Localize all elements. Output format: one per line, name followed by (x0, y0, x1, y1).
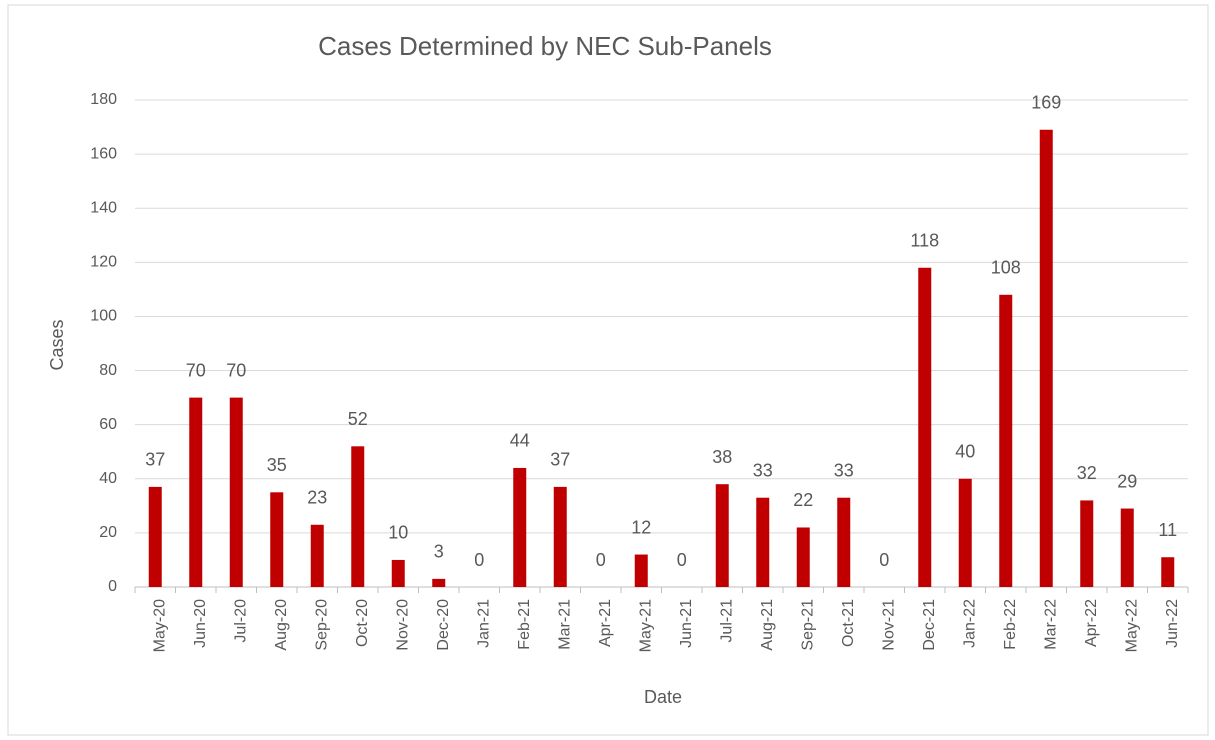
data-label: 70 (186, 360, 206, 380)
data-label: 11 (1158, 520, 1177, 540)
data-label: 10 (388, 523, 408, 543)
y-tick-label: 0 (108, 578, 117, 595)
bar (796, 527, 810, 587)
data-label: 0 (879, 550, 889, 570)
y-tick-label: 180 (90, 91, 117, 108)
x-axis-label: Date (644, 687, 682, 707)
x-tick-label: Dec-21 (921, 599, 938, 651)
y-axis-label: Cases (47, 319, 67, 370)
data-label: 38 (712, 447, 732, 467)
x-tick-label: Feb-22 (1002, 599, 1019, 650)
data-label: 52 (348, 409, 368, 429)
x-tick-label: Dec-20 (435, 599, 452, 651)
bar (958, 478, 972, 587)
y-tick-label: 120 (90, 254, 117, 271)
y-tick-label: 20 (99, 524, 117, 541)
data-label: 37 (145, 450, 165, 470)
y-tick-label: 160 (90, 145, 117, 162)
bar (310, 524, 324, 587)
x-tick-label: Jun-22 (1164, 599, 1181, 648)
data-label: 0 (474, 550, 484, 570)
data-label: 108 (991, 258, 1021, 278)
x-tick-label: Nov-21 (880, 599, 897, 651)
data-label: 169 (1031, 93, 1061, 113)
x-tick-label: May-20 (151, 599, 168, 652)
data-label: 0 (596, 550, 606, 570)
y-tick-label: 80 (99, 362, 117, 379)
chart-title: Cases Determined by NEC Sub-Panels (318, 31, 772, 61)
data-label: 23 (307, 488, 327, 508)
x-tick-label: Sep-20 (313, 599, 330, 651)
x-tick-label: Oct-21 (840, 599, 857, 647)
bar (513, 467, 527, 587)
data-label: 37 (550, 450, 570, 470)
bar (148, 486, 162, 587)
bar (1161, 557, 1175, 587)
bar (391, 559, 405, 587)
x-tick-label: Apr-22 (1083, 599, 1100, 647)
x-tick-label: Oct-20 (354, 599, 371, 647)
x-tick-label: Jul-21 (718, 599, 735, 643)
x-tick-label: May-21 (637, 599, 654, 652)
bar (432, 578, 446, 587)
bar (837, 497, 851, 587)
x-tick-label: Jul-20 (232, 599, 249, 643)
x-tick-label: Aug-21 (759, 599, 776, 651)
x-tick-label: Mar-21 (556, 599, 573, 650)
bar (553, 486, 567, 587)
bar (351, 446, 365, 587)
x-tick-label: May-22 (1123, 599, 1140, 652)
bar (1120, 508, 1134, 587)
data-label: 70 (226, 360, 246, 380)
data-label: 12 (631, 517, 651, 537)
bar (756, 497, 770, 587)
data-label: 3 (434, 542, 444, 562)
x-tick-label: Jun-21 (678, 599, 695, 648)
x-tick-label: Mar-22 (1042, 599, 1059, 650)
x-tick-label: Jan-22 (961, 599, 978, 648)
bar (270, 492, 284, 587)
bar (189, 397, 203, 587)
data-label: 35 (267, 455, 287, 475)
x-tick-label: Aug-20 (273, 599, 290, 651)
data-label: 118 (910, 230, 939, 250)
x-tick-label: Feb-21 (516, 599, 533, 650)
data-label: 33 (753, 460, 773, 480)
bar (634, 554, 648, 587)
y-tick-label: 40 (99, 470, 117, 487)
y-tick-label: 60 (99, 416, 117, 433)
data-label: 29 (1117, 471, 1137, 491)
y-tick-label: 140 (90, 199, 117, 216)
bar (918, 267, 932, 587)
x-tick-label: Jan-21 (475, 599, 492, 648)
y-tick-label: 100 (90, 308, 117, 325)
bar (999, 294, 1013, 587)
x-tick-label: Sep-21 (799, 599, 816, 651)
bar (229, 397, 243, 587)
bar (715, 484, 729, 587)
data-label: 0 (677, 550, 687, 570)
x-tick-label: Jun-20 (192, 599, 209, 648)
data-label: 44 (510, 431, 530, 451)
data-label: 33 (834, 460, 854, 480)
data-label: 32 (1077, 463, 1097, 483)
x-tick-label: Apr-21 (597, 599, 614, 647)
bar (1039, 129, 1053, 587)
data-label: 40 (955, 442, 975, 462)
x-tick-label: Nov-20 (394, 599, 411, 651)
data-label: 22 (793, 490, 813, 510)
bar (1080, 500, 1094, 587)
